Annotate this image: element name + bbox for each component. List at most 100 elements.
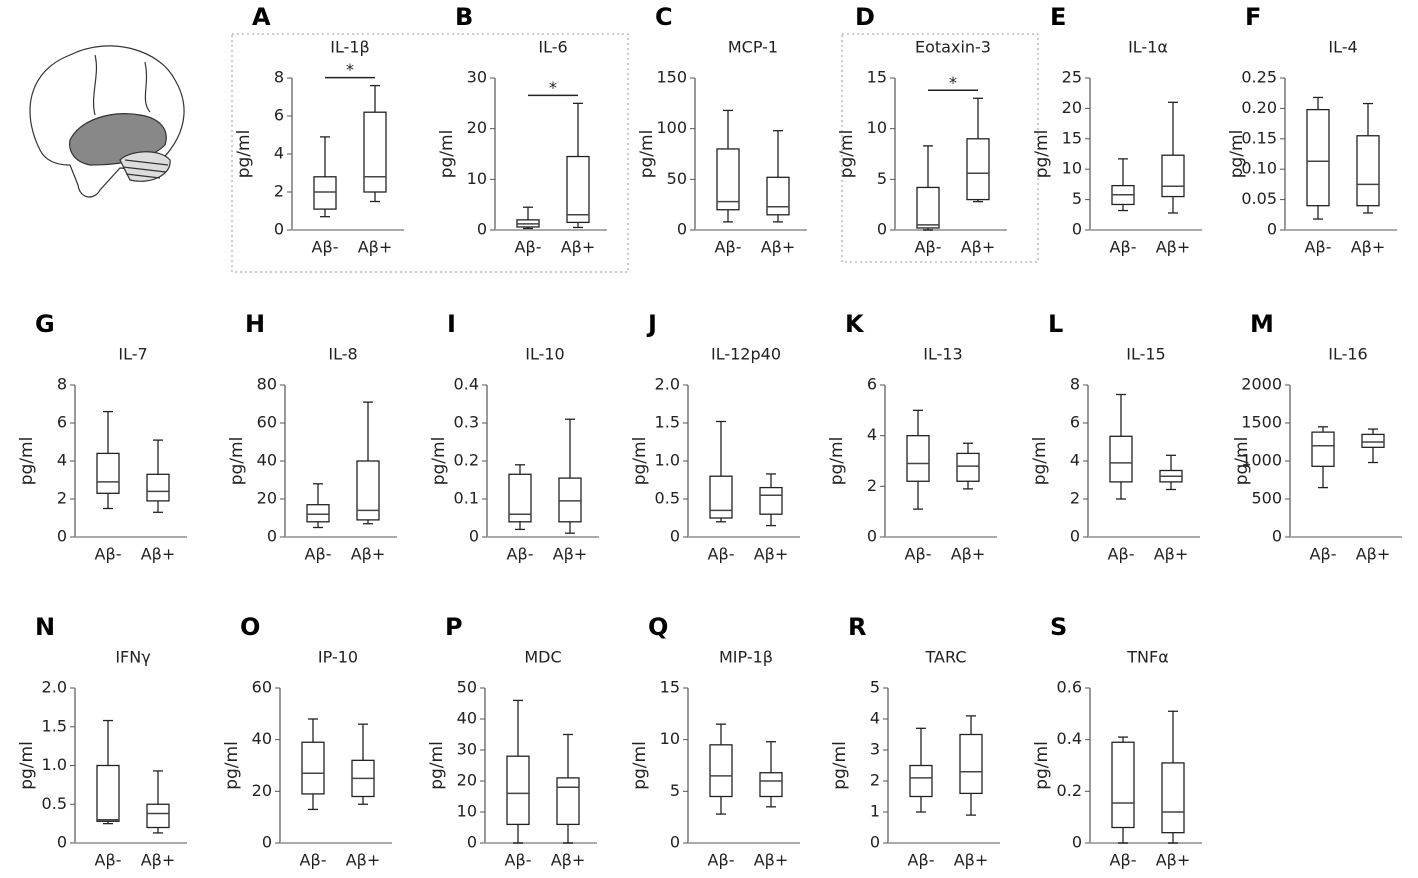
box [1161, 762, 1185, 834]
x-tick-label: Aβ+ [141, 545, 176, 564]
panel-title: IP-10 [318, 648, 358, 667]
y-tick-label: 100 [656, 118, 687, 137]
y-tick-label: 8 [274, 68, 284, 87]
y-tick-label: 0.05 [1241, 189, 1277, 208]
y-tick-label: 25 [1062, 68, 1082, 87]
y-tick-label: 8 [57, 375, 67, 394]
box [909, 764, 933, 798]
y-tick-label: 10 [660, 729, 680, 748]
panel-letter: N [35, 613, 55, 641]
y-axis-label: pg/ml [1030, 437, 1050, 486]
y-tick-label: 2 [274, 182, 284, 201]
y-tick-label: 8 [1070, 375, 1080, 394]
x-tick-label: Aβ+ [141, 851, 176, 870]
y-tick-label: 2.0 [42, 678, 67, 697]
y-tick-label: 1.5 [655, 413, 680, 432]
x-tick-label: Aβ- [905, 545, 932, 564]
panel-title: Eotaxin-3 [915, 38, 991, 57]
y-tick-label: 0.3 [454, 413, 479, 432]
y-tick-label: 15 [1062, 128, 1082, 147]
panel-letter: A [252, 3, 271, 31]
y-tick-label: 0 [670, 833, 680, 852]
brain-icon [29, 45, 185, 198]
y-tick-label: 1.0 [655, 451, 680, 470]
panel-title: IFNγ [115, 648, 150, 667]
box [1109, 435, 1133, 483]
x-tick-label: Aβ- [95, 545, 122, 564]
x-tick-label: Aβ- [1110, 238, 1137, 257]
box [306, 504, 330, 523]
box [506, 755, 530, 826]
y-tick-label: 0 [1072, 833, 1082, 852]
y-tick-label: 6 [1070, 413, 1080, 432]
x-tick-label: Aβ+ [553, 545, 588, 564]
y-axis-label: pg/ml [227, 437, 247, 486]
y-tick-label: 2 [57, 489, 67, 508]
y-tick-label: 0 [57, 833, 67, 852]
y-tick-label: 6 [57, 413, 67, 432]
box [1161, 154, 1185, 198]
panel-letter: M [1250, 310, 1274, 338]
box [96, 452, 120, 494]
y-tick-label: 2 [1070, 489, 1080, 508]
y-tick-label: 6 [867, 375, 877, 394]
y-tick-label: 0 [677, 220, 687, 239]
panel-title: IL-15 [1126, 345, 1165, 364]
box [558, 477, 582, 523]
box [1311, 431, 1335, 467]
y-tick-label: 0 [867, 527, 877, 546]
y-tick-label: 0.5 [655, 489, 680, 508]
y-tick-label: 4 [870, 709, 880, 728]
box [1306, 108, 1330, 207]
x-tick-label: Aβ- [715, 238, 742, 257]
significance-star: * [549, 78, 557, 97]
y-tick-label: 5 [877, 169, 887, 188]
y-tick-label: 20 [457, 771, 477, 790]
highlight-frame [841, 33, 1039, 263]
panel-title: IL-12p40 [711, 345, 781, 364]
y-axis-label: pg/ml [837, 130, 857, 179]
x-tick-label: Aβ- [95, 851, 122, 870]
y-axis-label: pg/ml [630, 741, 650, 790]
y-tick-label: 80 [257, 375, 277, 394]
y-axis-label: pg/ml [1227, 130, 1247, 179]
y-tick-label: 4 [1070, 451, 1080, 470]
y-axis-label: pg/ml [17, 437, 37, 486]
y-tick-label: 0 [477, 220, 487, 239]
y-tick-label: 2 [870, 771, 880, 790]
y-tick-label: 0.4 [1057, 729, 1082, 748]
box [916, 186, 940, 229]
y-axis-label: pg/ml [1232, 437, 1252, 486]
y-tick-label: 0 [877, 220, 887, 239]
y-tick-label: 5 [1072, 189, 1082, 208]
x-tick-label: Aβ- [305, 545, 332, 564]
box [508, 473, 532, 523]
box [566, 155, 590, 224]
x-tick-label: Aβ+ [1156, 851, 1191, 870]
y-tick-label: 150 [656, 68, 687, 87]
y-tick-label: 0.2 [454, 451, 479, 470]
y-tick-label: 0.1 [454, 489, 479, 508]
y-tick-label: 30 [457, 740, 477, 759]
y-tick-label: 0.6 [1057, 678, 1082, 697]
y-axis-label: pg/ml [429, 437, 449, 486]
panel-letter: P [445, 613, 463, 641]
panel-title: MDC [524, 648, 561, 667]
significance-star: * [346, 60, 354, 79]
x-tick-label: Aβ- [1305, 238, 1332, 257]
box [1356, 135, 1380, 207]
y-axis-label: pg/ml [437, 130, 457, 179]
y-tick-label: 1.5 [42, 716, 67, 735]
y-tick-label: 1500 [1241, 413, 1282, 432]
y-axis-label: pg/ml [17, 741, 37, 790]
y-tick-label: 0.15 [1241, 128, 1277, 147]
y-axis-label: pg/ml [1032, 741, 1052, 790]
y-tick-label: 15 [660, 678, 680, 697]
box [556, 777, 580, 826]
x-tick-label: Aβ+ [1351, 238, 1386, 257]
y-tick-label: 2.0 [655, 375, 680, 394]
y-tick-label: 0 [670, 527, 680, 546]
panel-letter: L [1048, 310, 1063, 338]
box [301, 741, 325, 795]
panel-letter: S [1050, 613, 1067, 641]
